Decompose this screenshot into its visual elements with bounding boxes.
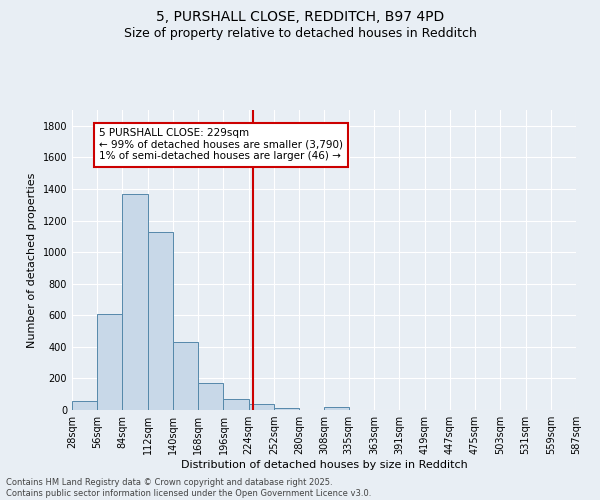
Y-axis label: Number of detached properties: Number of detached properties [27, 172, 37, 348]
Text: Size of property relative to detached houses in Redditch: Size of property relative to detached ho… [124, 28, 476, 40]
Bar [274, 408, 299, 410]
Bar [97, 314, 122, 410]
Bar [198, 383, 223, 410]
Bar [148, 232, 173, 410]
Bar [173, 342, 198, 410]
Text: 5 PURSHALL CLOSE: 229sqm
← 99% of detached houses are smaller (3,790)
1% of semi: 5 PURSHALL CLOSE: 229sqm ← 99% of detach… [99, 128, 343, 162]
Bar [249, 404, 274, 410]
Bar [223, 400, 249, 410]
X-axis label: Distribution of detached houses by size in Redditch: Distribution of detached houses by size … [181, 460, 467, 470]
Text: 5, PURSHALL CLOSE, REDDITCH, B97 4PD: 5, PURSHALL CLOSE, REDDITCH, B97 4PD [156, 10, 444, 24]
Bar [72, 402, 97, 410]
Bar [325, 407, 349, 410]
Bar [122, 194, 148, 410]
Text: Contains HM Land Registry data © Crown copyright and database right 2025.
Contai: Contains HM Land Registry data © Crown c… [6, 478, 371, 498]
